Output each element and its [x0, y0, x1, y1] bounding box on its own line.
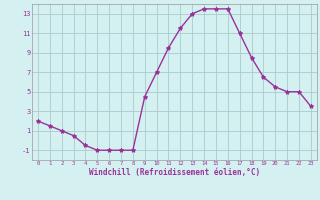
X-axis label: Windchill (Refroidissement éolien,°C): Windchill (Refroidissement éolien,°C) — [89, 168, 260, 177]
